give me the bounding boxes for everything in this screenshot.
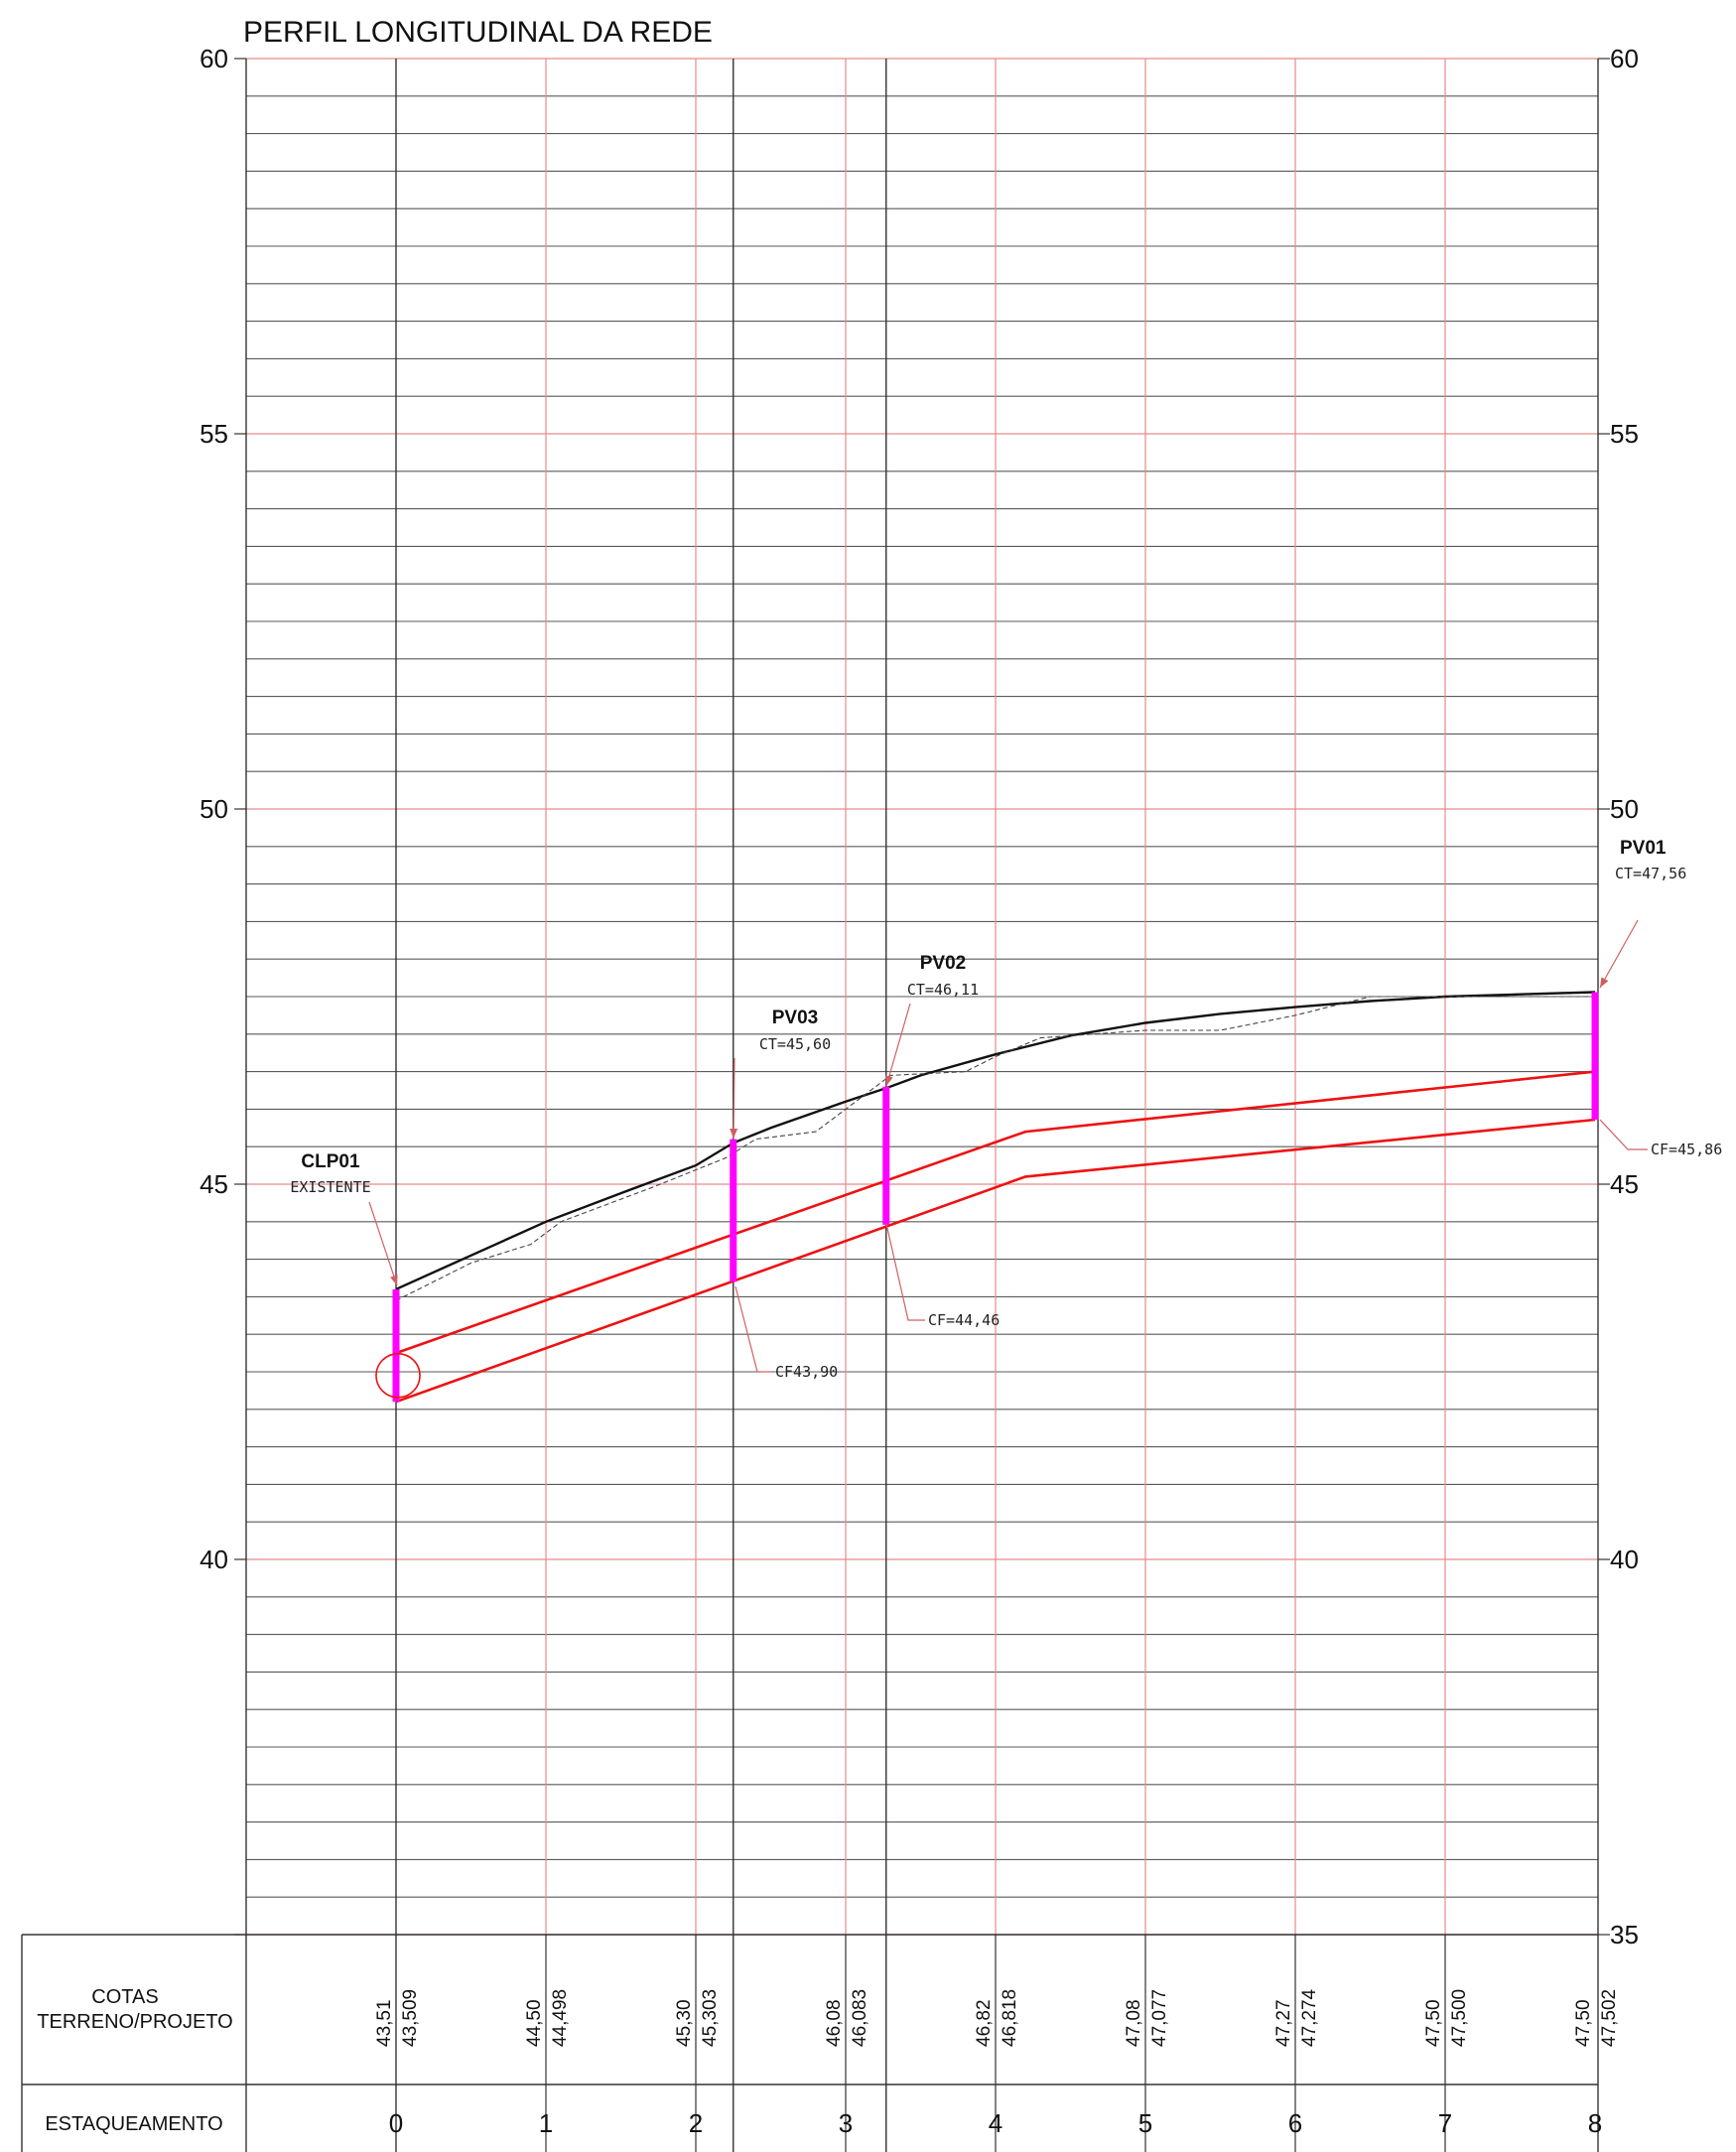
cotas-label-line1: COTAS (91, 1986, 158, 2008)
station-label: 5 (1138, 2108, 1152, 2138)
cota-terreno: 47,50 (1573, 1999, 1594, 2047)
cota-terreno: 45,30 (674, 1999, 695, 2047)
station-label: 8 (1588, 2108, 1602, 2138)
cota-terreno: 47,50 (1423, 1999, 1444, 2047)
manhole-label: PV01 (1620, 838, 1667, 859)
manhole-pv02: PV02 CT=46,11 CF=44,46 (882, 953, 1000, 1329)
cota-terreno: 43,51 (374, 1999, 395, 2047)
cota-terreno: 46,08 (824, 1999, 845, 2047)
manhole-sublabel: CT=45,60 (759, 1035, 831, 1053)
manhole-label: PV03 (772, 1008, 818, 1028)
manhole-sublabel: EXISTENTE (290, 1178, 370, 1196)
manhole-sublabel: CT=46,11 (907, 981, 979, 999)
cf-label: CF=45,86 (1651, 1141, 1722, 1158)
cota-projeto: 47,274 (1299, 1988, 1320, 2047)
manholes: CLP01 EXISTENTE PV03 CT=45,60 CF43,90 PV02 CT=… (290, 838, 1722, 1403)
cf-leader-line (885, 1223, 925, 1321)
leader-arrow (730, 1128, 738, 1139)
cota-projeto: 46,083 (850, 1989, 870, 2047)
station-label: 4 (989, 2108, 1002, 2138)
leader-line (368, 1201, 398, 1286)
axis-label-left: 55 (200, 419, 228, 449)
drawing-title: PERFIL LONGITUDINAL DA REDE (243, 16, 713, 49)
station-label: 6 (1288, 2108, 1302, 2138)
manhole-clp01: CLP01 EXISTENTE (290, 1151, 400, 1403)
axis-label-left: 45 (200, 1169, 228, 1199)
profile-lines (395, 991, 1596, 1404)
grid (245, 58, 1599, 2152)
station-label: 7 (1438, 2108, 1452, 2138)
manhole-pv03: PV03 CT=45,60 CF43,90 (730, 1008, 838, 1381)
leader-arrow (390, 1275, 398, 1285)
cota-projeto: 44,498 (550, 1989, 571, 2047)
axis-label-right: 35 (1610, 1920, 1639, 1950)
cota-projeto: 45,303 (700, 1989, 721, 2047)
cotas-label-line2: TERRENO/PROJETO (37, 2011, 232, 2033)
profile-line-terreno-levantado (395, 996, 1595, 1301)
profile-line-terreno (395, 991, 1596, 1290)
station-label: 0 (389, 2108, 403, 2138)
cf-label: CF=44,46 (928, 1311, 1000, 1329)
cota-terreno: 46,82 (974, 1999, 995, 2047)
cota-projeto: 46,818 (1000, 1989, 1020, 2047)
pipe-outlet-circle (375, 1352, 421, 1399)
manhole-sublabel: CT=47,56 (1615, 865, 1686, 882)
axis-label-left: 40 (200, 1545, 228, 1574)
cf-leader-line (1599, 1119, 1648, 1150)
manhole-pv01: PV01 CT=47,56 CF=45,86 (1591, 838, 1722, 1158)
cota-terreno: 47,08 (1124, 1999, 1144, 2047)
leader-line (885, 1003, 911, 1087)
axis-label-right: 50 (1610, 794, 1639, 824)
cf-label: CF43,90 (775, 1363, 838, 1381)
cota-terreno: 47,27 (1273, 1999, 1294, 2047)
manhole-label: PV02 (920, 953, 966, 974)
profile-line-geratriz-inferior (395, 1118, 1596, 1404)
station-label: 1 (539, 2108, 553, 2138)
axis-label-right: 60 (1610, 44, 1639, 73)
leader-line (1599, 919, 1639, 989)
cota-projeto: 43,509 (400, 1989, 421, 2047)
cota-terreno: 44,50 (524, 1999, 545, 2047)
elevation-axis-right: 60 55 50 45 40 35 (1598, 44, 1639, 1950)
axis-label-left: 60 (200, 44, 228, 73)
axis-label-right: 40 (1610, 1545, 1639, 1574)
profile-line-geratriz-superior (395, 1070, 1596, 1355)
estaqueamento-label: ESTAQUEAMENTO (45, 2113, 222, 2135)
data-table: COTAS TERRENO/PROJETO ESTAQUEAMENTO 43,5… (21, 1934, 1620, 2152)
leader-arrow (884, 1075, 893, 1086)
cota-projeto: 47,077 (1149, 1989, 1170, 2047)
station-label: 3 (839, 2108, 853, 2138)
axis-label-left: 50 (200, 794, 228, 824)
cf-leader-line (734, 1285, 772, 1373)
cota-projeto: 47,502 (1599, 1989, 1620, 2047)
station-label: 2 (689, 2108, 703, 2138)
axis-label-right: 55 (1610, 419, 1639, 449)
leader-arrow (1600, 977, 1609, 988)
axis-label-right: 45 (1610, 1169, 1639, 1199)
cota-projeto: 47,500 (1449, 1989, 1470, 2047)
manhole-label: CLP01 (301, 1151, 360, 1172)
elevation-axis-left: 60 55 50 45 40 (200, 44, 246, 1936)
